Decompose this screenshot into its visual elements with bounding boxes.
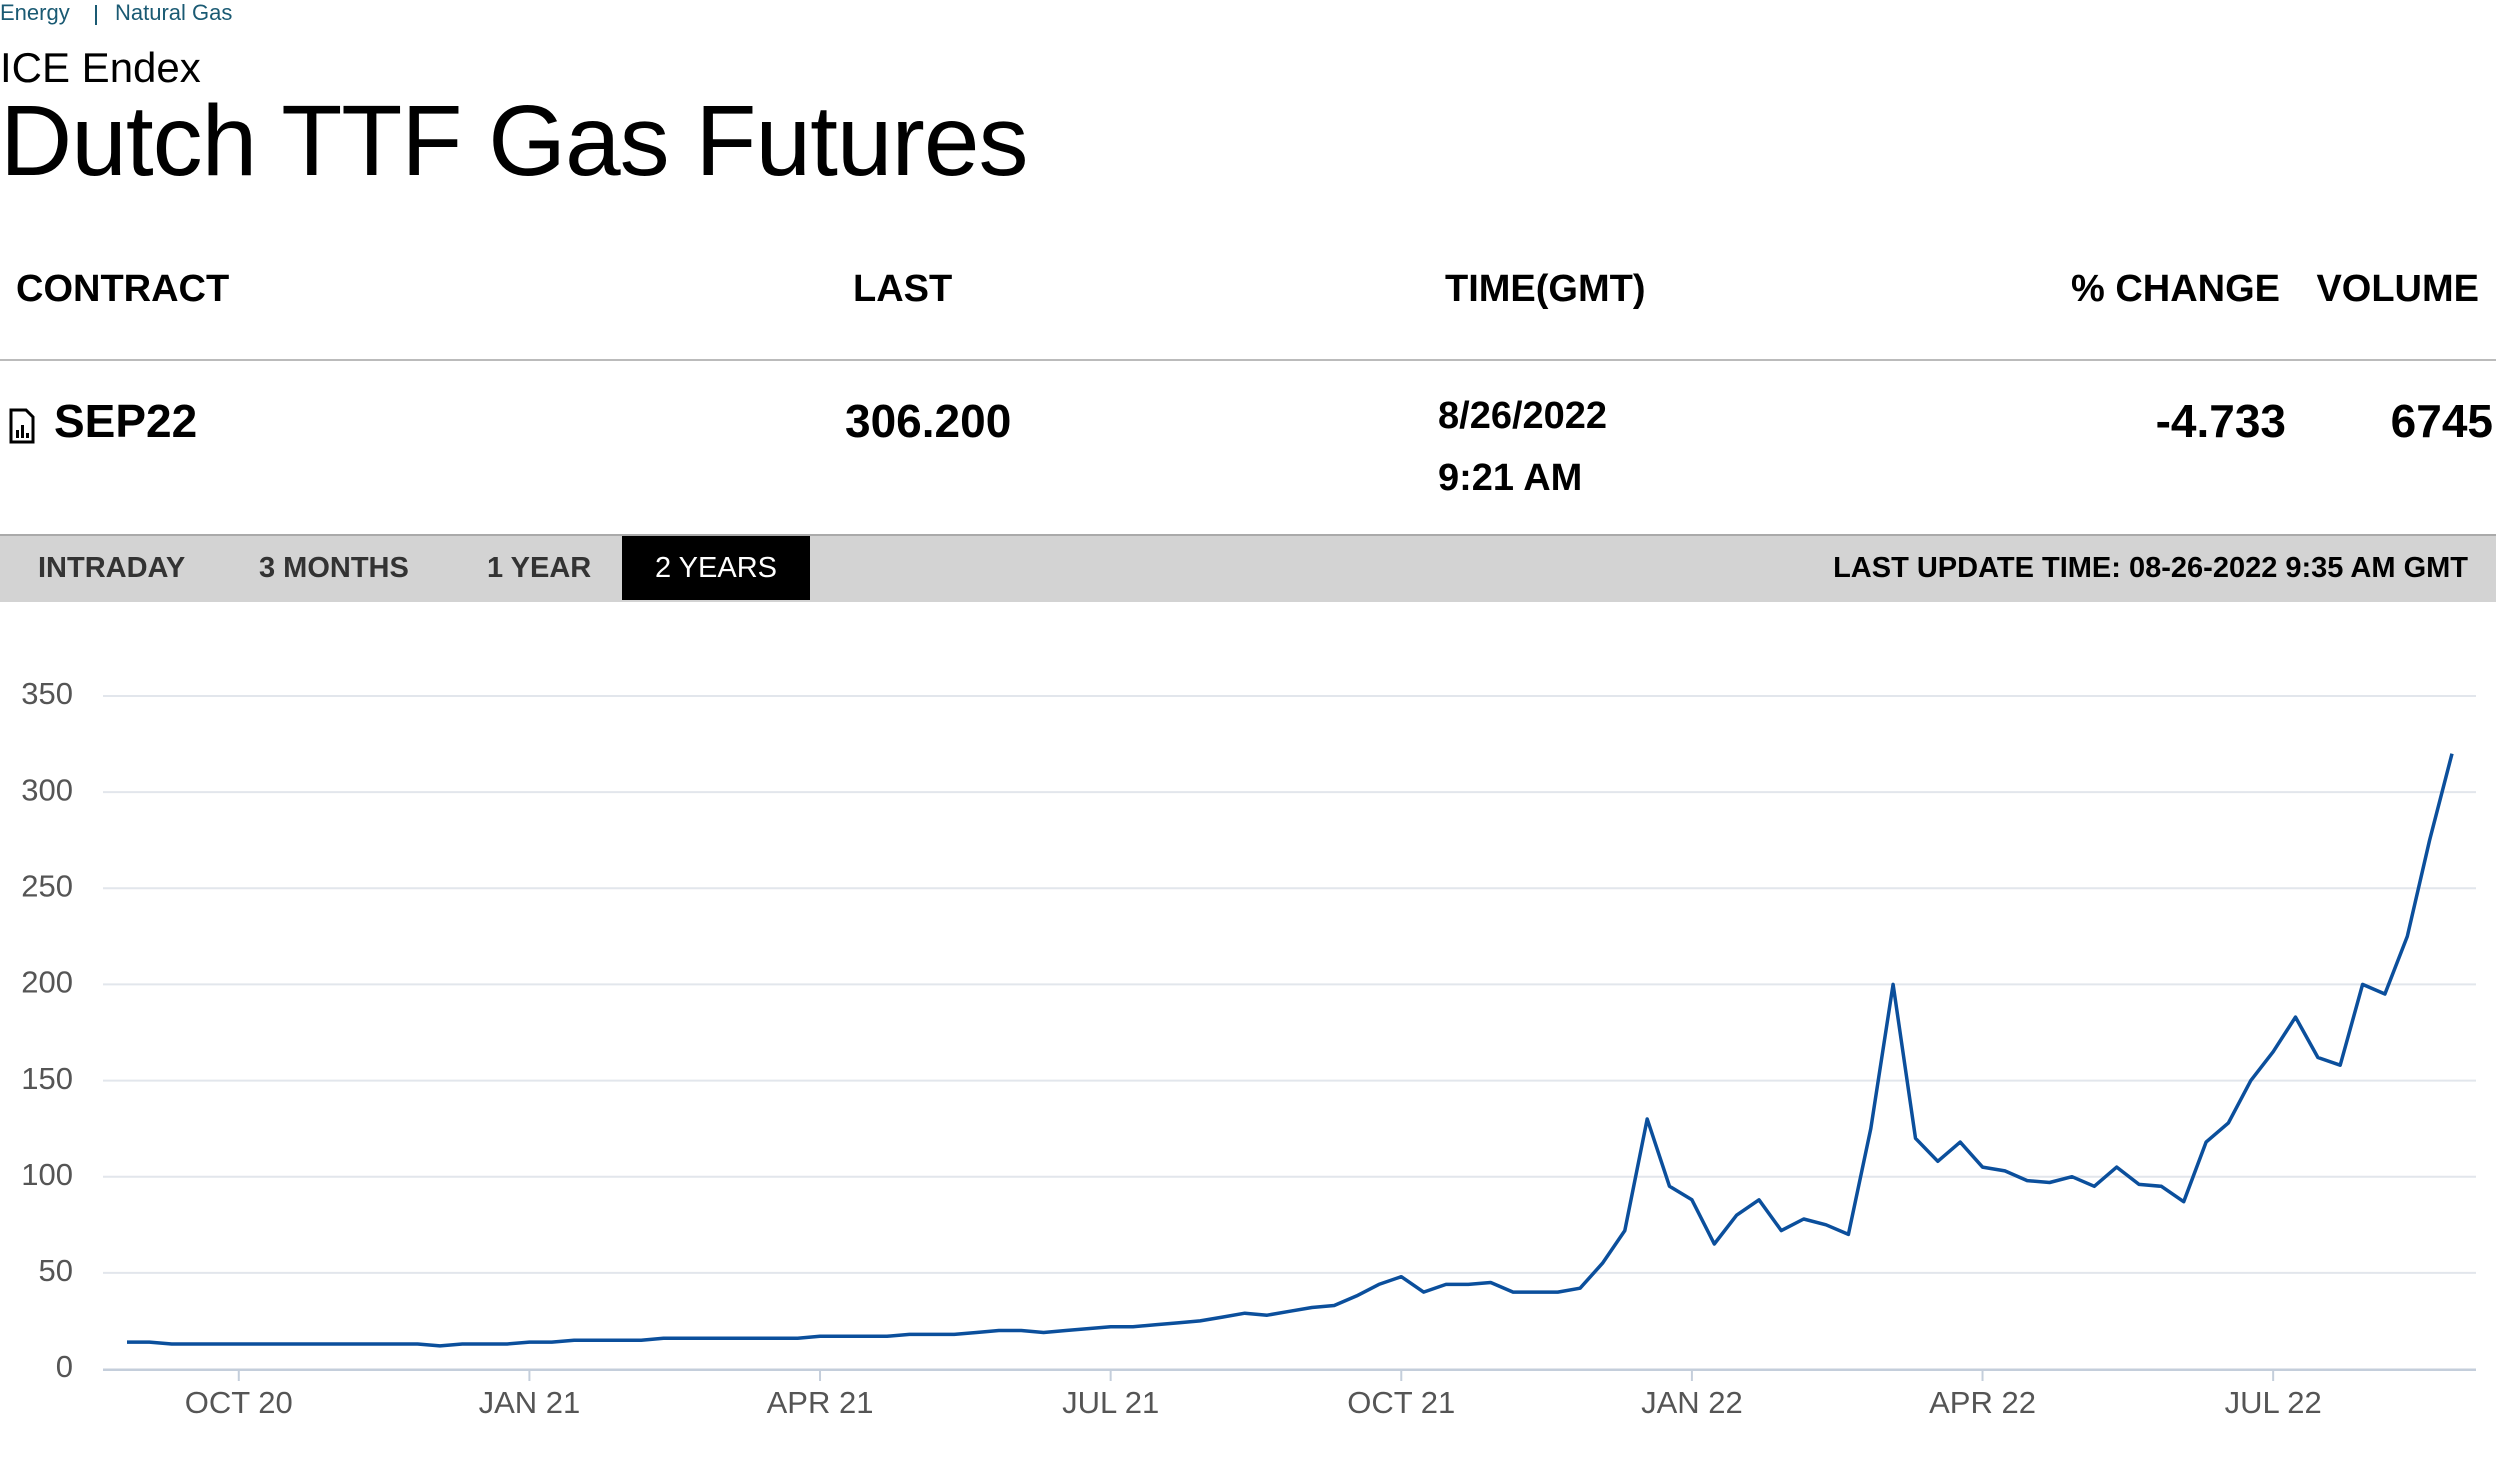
column-header: TIME(GMT) xyxy=(1445,268,1646,310)
chart-icon[interactable] xyxy=(8,408,36,444)
breadcrumb-link[interactable]: Energy xyxy=(0,0,70,25)
divider xyxy=(0,359,2496,361)
y-tick-label: 200 xyxy=(21,965,73,1000)
column-header: CONTRACT xyxy=(16,268,230,310)
range-tab[interactable]: 3 MONTHS xyxy=(259,552,409,584)
column-header: % CHANGE xyxy=(2070,268,2280,310)
trade-time: 9:21 AM xyxy=(1438,457,1583,499)
contract[interactable]: SEP22 xyxy=(54,395,198,447)
y-tick-label: 0 xyxy=(56,1349,73,1384)
y-tick-label: 50 xyxy=(39,1253,73,1288)
breadcrumb-separator xyxy=(95,5,97,25)
last-update: LAST UPDATE TIME: 08-26-2022 9:35 AM GMT xyxy=(1833,552,2468,584)
range-tab[interactable]: 2 YEARS xyxy=(622,536,810,600)
last-price: 306.200 xyxy=(845,395,1012,447)
trade-date: 8/26/2022 xyxy=(1438,395,1608,437)
percent-change: -4.733 xyxy=(2155,395,2286,447)
x-tick-label: JAN 21 xyxy=(479,1385,581,1420)
breadcrumb-link[interactable]: Natural Gas xyxy=(115,0,233,25)
y-tick-label: 250 xyxy=(21,868,73,903)
x-tick-label: APR 21 xyxy=(767,1385,874,1420)
column-header: LAST xyxy=(853,268,953,310)
x-tick-label: OCT 21 xyxy=(1347,1385,1455,1420)
y-tick-label: 300 xyxy=(21,772,73,807)
y-tick-label: 350 xyxy=(21,676,73,711)
range-tab[interactable]: 1 YEAR xyxy=(487,552,592,584)
y-tick-label: 100 xyxy=(21,1157,73,1192)
volume: 6745 xyxy=(2390,395,2493,447)
column-header: VOLUME xyxy=(2316,268,2479,310)
price-line xyxy=(127,753,2454,1348)
range-tab[interactable]: INTRADAY xyxy=(38,552,186,584)
exchange: ICE Endex xyxy=(0,44,201,91)
x-tick-label: JUL 21 xyxy=(1062,1385,1159,1420)
y-tick-label: 150 xyxy=(21,1061,73,1096)
x-tick-label: APR 22 xyxy=(1929,1385,2036,1420)
tab-bar xyxy=(0,534,2496,602)
page-title: Dutch TTF Gas Futures xyxy=(0,85,1028,197)
x-tick-label: OCT 20 xyxy=(185,1385,293,1420)
x-tick-label: JAN 22 xyxy=(1641,1385,1743,1420)
x-tick-label: JUL 22 xyxy=(2225,1385,2322,1420)
